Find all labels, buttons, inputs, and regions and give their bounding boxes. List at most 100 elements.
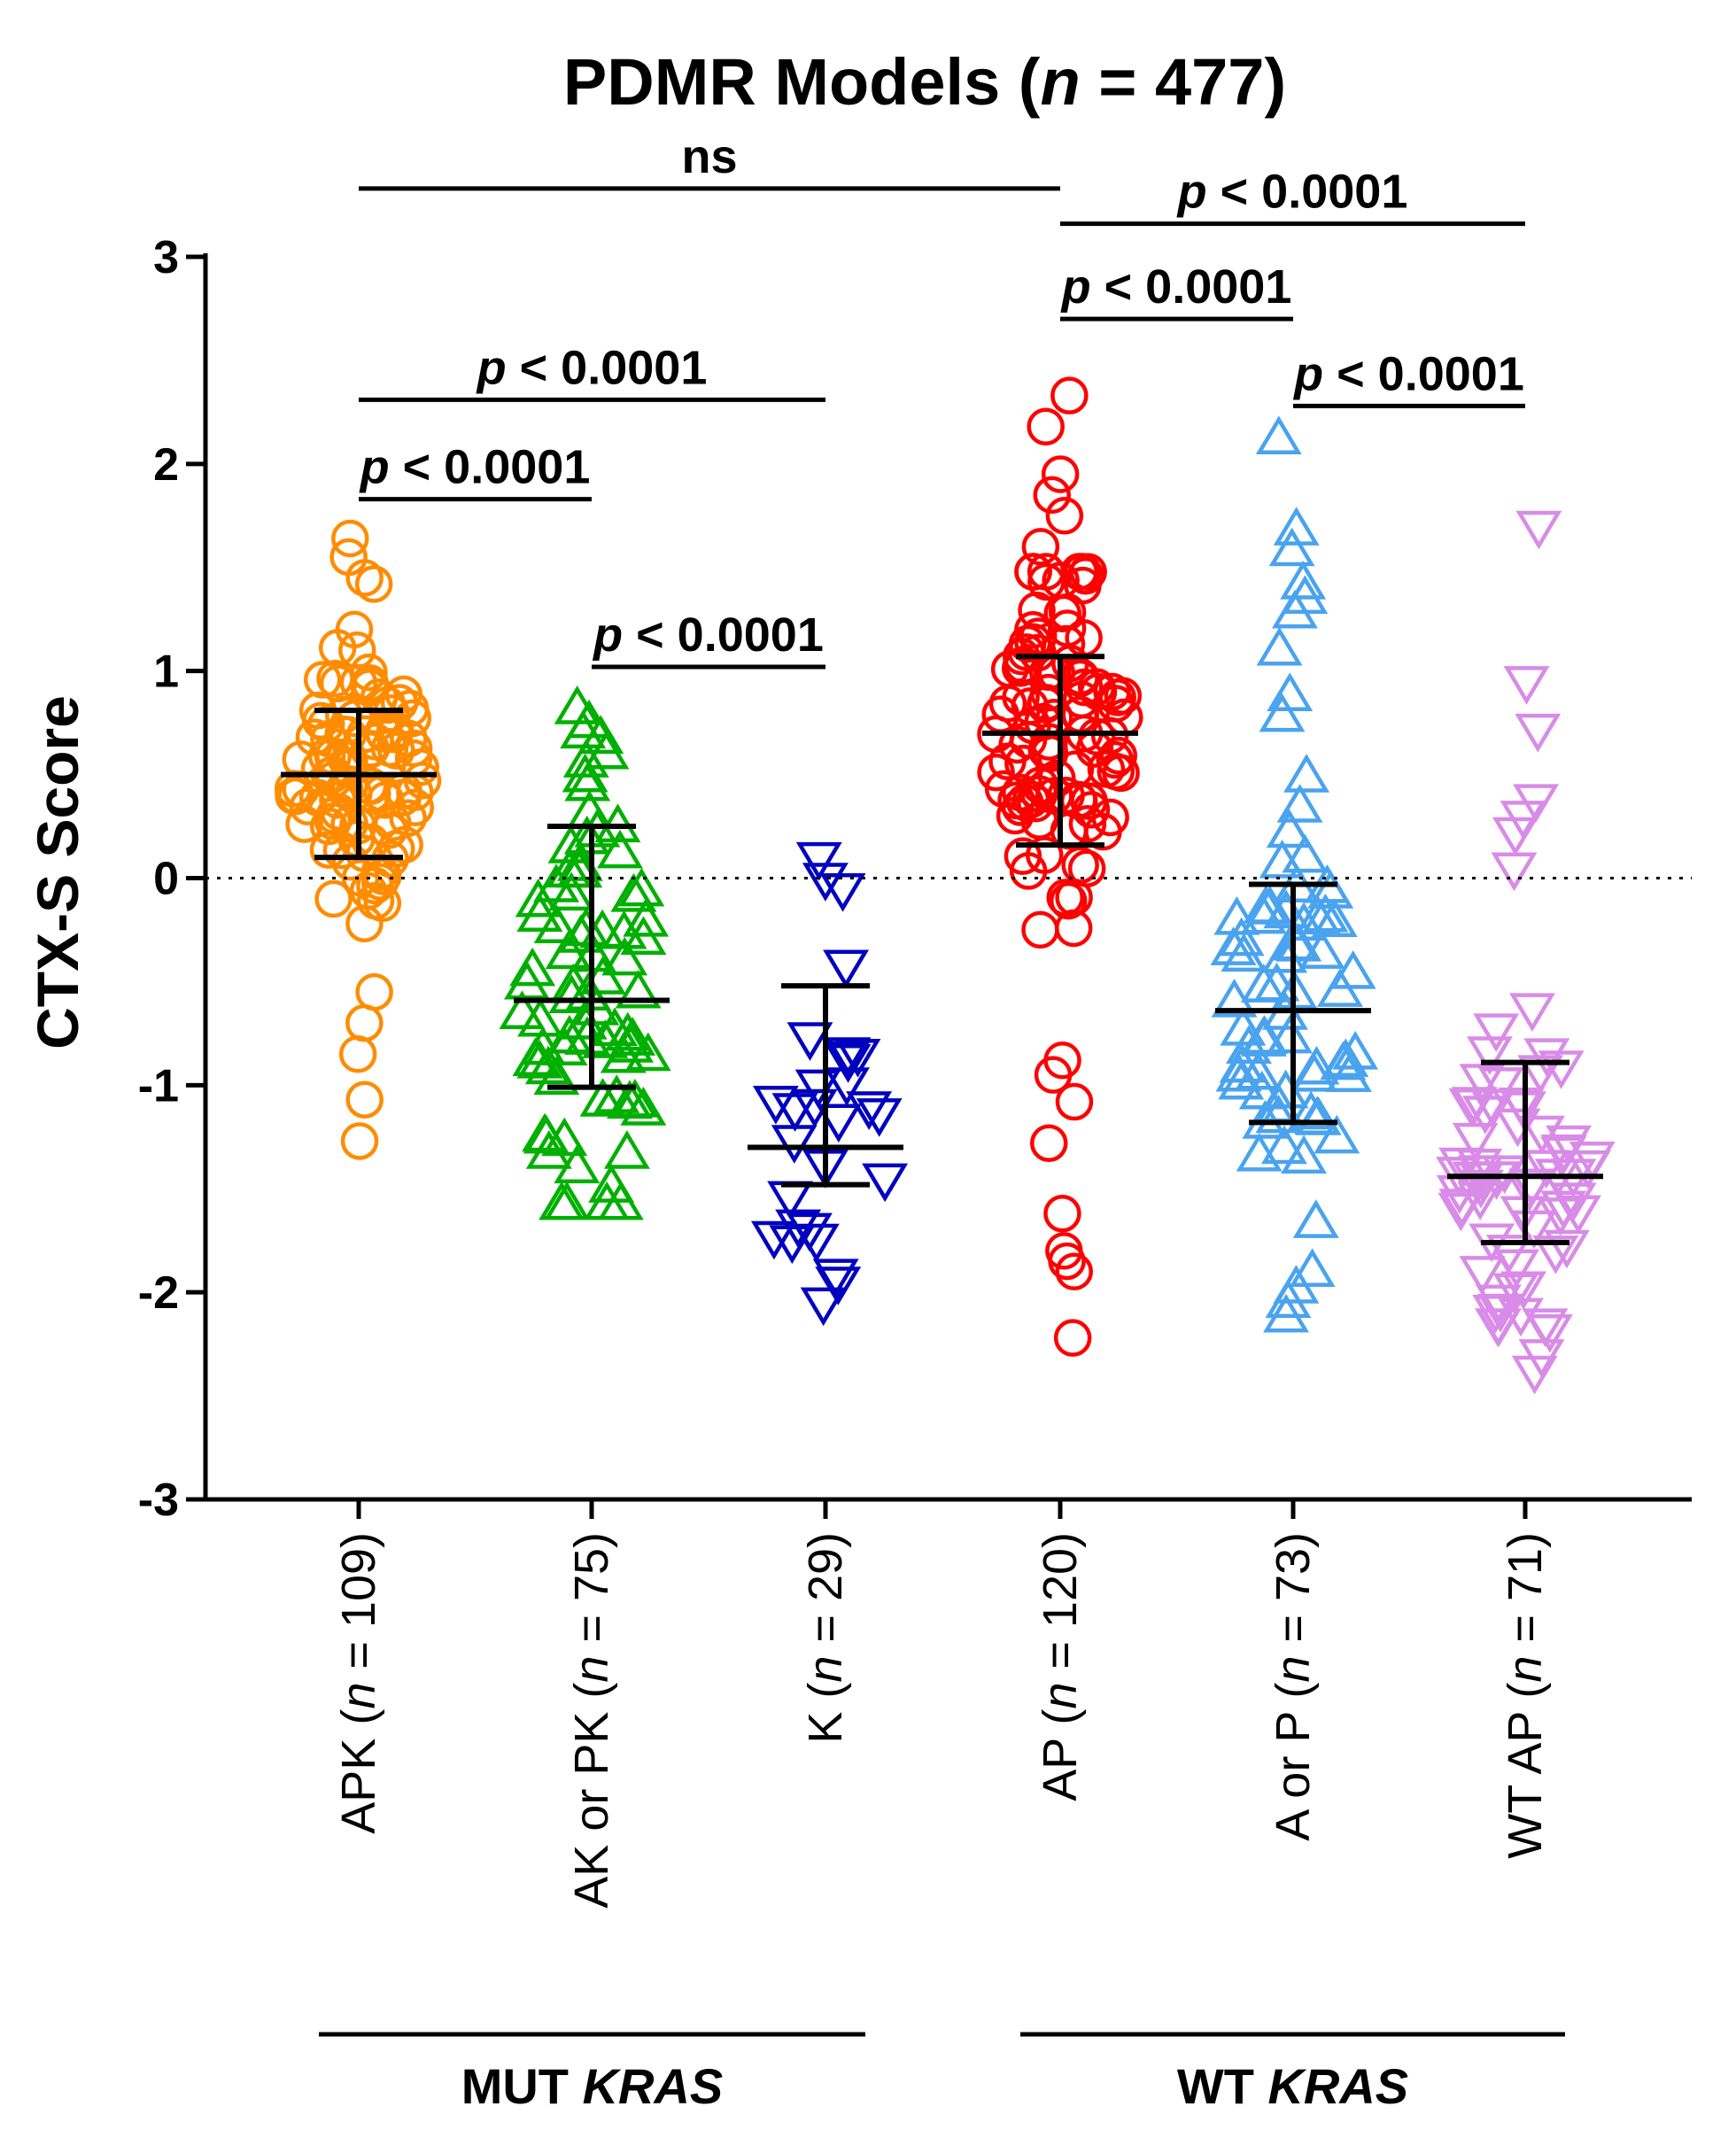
data-point xyxy=(1027,407,1065,445)
data-point xyxy=(376,711,415,749)
data-point xyxy=(1021,528,1060,566)
comparison-bracket: p < 0.0001 xyxy=(1292,347,1525,408)
data-point xyxy=(277,777,315,816)
data-point xyxy=(1493,1249,1540,1289)
data-point xyxy=(823,949,870,989)
data-point xyxy=(1293,1045,1340,1085)
data-point xyxy=(611,1078,658,1118)
data-point xyxy=(615,969,662,1009)
category-label: APK (n = 109) xyxy=(332,1532,385,1834)
data-point xyxy=(1218,917,1265,956)
data-point xyxy=(1055,1252,1094,1291)
errorbar-k xyxy=(748,983,903,1188)
category-points-a-or-p xyxy=(1210,415,1379,1333)
comparison-label: ns xyxy=(681,130,737,183)
data-point xyxy=(1255,1094,1302,1134)
y-tick-label: 1 xyxy=(153,647,179,698)
data-point xyxy=(1295,895,1342,934)
y-tick-label: -1 xyxy=(138,1060,179,1111)
data-point xyxy=(562,753,608,793)
data-point xyxy=(1099,736,1138,775)
axis-layer: -3 -2 -1 0 1 2 3 xyxy=(138,232,1692,1526)
data-point xyxy=(1236,1132,1283,1172)
data-point xyxy=(1041,455,1080,493)
data-point xyxy=(1511,1355,1558,1395)
data-point xyxy=(1295,1096,1342,1135)
data-point xyxy=(1221,933,1267,972)
data-point xyxy=(990,650,1029,688)
errorbar-layer xyxy=(281,654,1603,1246)
data-point xyxy=(1053,1319,1092,1357)
data-point xyxy=(352,767,391,805)
data-point xyxy=(303,661,342,699)
data-point xyxy=(1043,1195,1081,1233)
data-point xyxy=(340,1122,379,1160)
data-point xyxy=(1477,1293,1524,1333)
data-point xyxy=(1491,852,1538,892)
data-point xyxy=(345,1003,384,1042)
data-point xyxy=(988,742,1027,780)
data-point xyxy=(1532,1235,1579,1274)
data-point xyxy=(389,799,427,837)
data-point xyxy=(582,1019,629,1058)
data-point xyxy=(1002,649,1040,687)
data-point xyxy=(541,1117,588,1157)
data-point xyxy=(346,715,384,754)
comparison-label: p < 0.0001 xyxy=(1176,166,1408,219)
data-point xyxy=(1473,1161,1520,1200)
data-point xyxy=(1271,589,1318,629)
data-point xyxy=(1226,1025,1272,1065)
data-point xyxy=(523,1114,570,1154)
data-point xyxy=(752,1085,799,1125)
data-point xyxy=(583,730,630,770)
data-point xyxy=(1072,791,1111,829)
data-point xyxy=(1263,889,1310,929)
data-point xyxy=(1069,553,1107,592)
data-point xyxy=(856,1098,903,1137)
data-point xyxy=(1517,1055,1564,1095)
data-point xyxy=(1292,1199,1339,1238)
data-point xyxy=(1307,870,1354,909)
data-point xyxy=(520,1026,566,1065)
data-point xyxy=(1281,1135,1328,1174)
data-point xyxy=(1492,1273,1539,1313)
comparison-label: p < 0.0001 xyxy=(359,441,591,494)
data-point xyxy=(1544,1229,1590,1269)
data-point xyxy=(345,559,384,597)
data-point xyxy=(1320,1041,1367,1080)
category-points-k xyxy=(750,841,909,1327)
data-point xyxy=(1476,1308,1523,1347)
comparison-label: p < 0.0001 xyxy=(1292,347,1524,400)
data-point xyxy=(509,947,556,987)
data-point xyxy=(1283,754,1330,793)
errorbar-a-or-p xyxy=(1215,881,1371,1126)
data-point xyxy=(338,1035,377,1073)
data-point xyxy=(1492,817,1538,856)
y-tick-label: 2 xyxy=(153,439,179,491)
data-point xyxy=(1240,964,1287,1003)
data-point xyxy=(356,881,395,920)
data-point xyxy=(1046,879,1085,917)
data-point xyxy=(1049,881,1088,920)
comparison-bracket: p < 0.0001 xyxy=(592,608,825,670)
data-point xyxy=(533,904,580,943)
data-point xyxy=(1034,1056,1073,1094)
data-point xyxy=(548,871,595,911)
data-point xyxy=(1475,1284,1522,1324)
data-point xyxy=(834,1039,881,1078)
data-point xyxy=(1102,754,1140,793)
data-point xyxy=(1540,1136,1587,1176)
data-point xyxy=(1266,809,1313,848)
data-point xyxy=(1218,1060,1265,1100)
data-point xyxy=(1267,1014,1314,1054)
data-point xyxy=(1537,1197,1584,1236)
category-label: AP (n = 120) xyxy=(1034,1532,1087,1801)
y-tick-label: -2 xyxy=(138,1267,179,1319)
data-point xyxy=(515,878,562,918)
data-point xyxy=(603,1130,650,1169)
category-points-ap xyxy=(977,376,1143,1357)
data-point xyxy=(1029,673,1068,712)
data-point xyxy=(1004,837,1042,875)
data-point xyxy=(1255,415,1302,455)
data-point xyxy=(516,1039,563,1079)
